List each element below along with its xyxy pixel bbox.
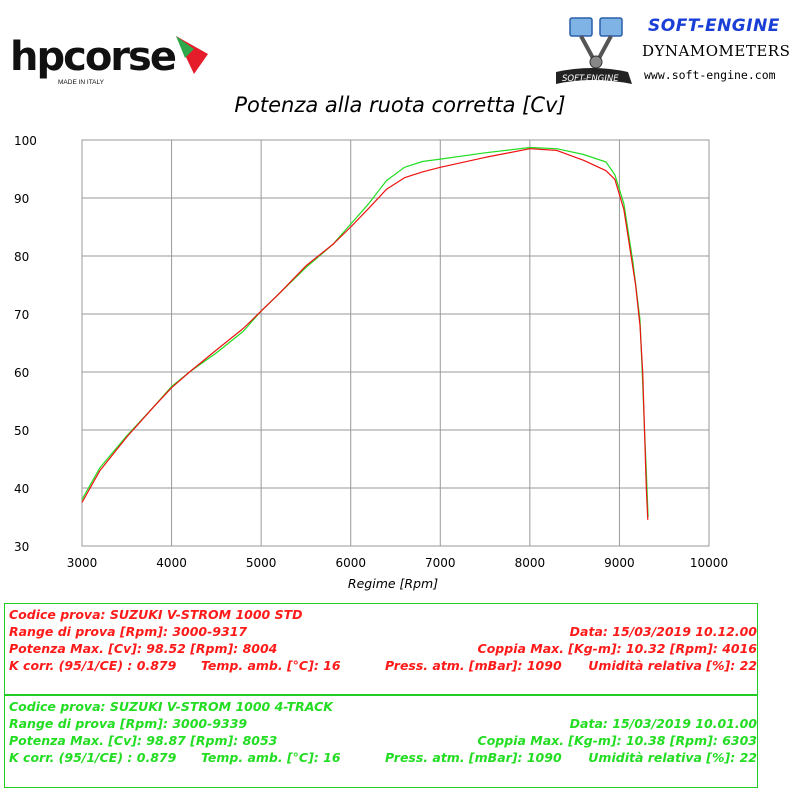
hpcorse-logo: hpcorse MADE IN ITALY bbox=[10, 34, 208, 86]
test-info-2: Codice prova: SUZUKI V-STROM 1000 4-TRAC… bbox=[4, 695, 758, 788]
brand-url: www.soft-engine.com bbox=[644, 68, 776, 82]
test-max-power: Potenza Max. [Cv]: 98.87 [Rpm]: 8053 bbox=[9, 733, 278, 748]
x-tick-label: 4000 bbox=[156, 556, 187, 570]
info-row: Range di prova [Rpm]: 3000-9339 Data: 15… bbox=[5, 716, 757, 733]
test-date: Data: 15/03/2019 10.12.00 bbox=[569, 624, 757, 639]
series-line-red bbox=[81, 148, 649, 520]
x-tick-label: 7000 bbox=[425, 556, 456, 570]
info-row: Codice prova: SUZUKI V-STROM 1000 4-TRAC… bbox=[5, 699, 757, 716]
series bbox=[81, 146, 649, 520]
test-code: Codice prova: SUZUKI V-STROM 1000 4-TRAC… bbox=[9, 699, 333, 714]
x-tick-label: 6000 bbox=[335, 556, 366, 570]
swoosh-icon bbox=[556, 68, 632, 84]
x-tick-label: 3000 bbox=[67, 556, 98, 570]
test-k-corr: K corr. (95/1/CE) : 0.879 bbox=[9, 750, 177, 765]
soft-engine-logo-text: SOFT-ENGINE bbox=[562, 74, 619, 84]
info-row: Potenza Max. [Cv]: 98.87 [Rpm]: 8053 Cop… bbox=[5, 733, 757, 750]
info-row: Potenza Max. [Cv]: 98.52 [Rpm]: 8004 Cop… bbox=[5, 641, 757, 658]
x-tick-labels: 3000 4000 5000 6000 7000 8000 9000 10000 bbox=[67, 556, 728, 570]
soft-engine-logo: SOFT-ENGINE bbox=[556, 17, 632, 84]
piston-icon bbox=[569, 17, 623, 69]
y-tick-label: 100 bbox=[14, 134, 37, 148]
y-tick-label: 50 bbox=[14, 424, 29, 438]
hpcorse-logo-text: hpcorse bbox=[10, 34, 176, 80]
info-row: Codice prova: SUZUKI V-STROM 1000 STD bbox=[5, 607, 757, 624]
info-row: K corr. (95/1/CE) : 0.879 Temp. amb. [°C… bbox=[5, 658, 757, 675]
test-max-torque: Coppia Max. [Kg-m]: 10.32 [Rpm]: 4016 bbox=[477, 641, 757, 656]
test-max-torque: Coppia Max. [Kg-m]: 10.38 [Rpm]: 6303 bbox=[477, 733, 757, 748]
test-temperature: Temp. amb. [°C]: 16 bbox=[201, 750, 341, 765]
test-code: Codice prova: SUZUKI V-STROM 1000 STD bbox=[9, 607, 303, 622]
test-max-power: Potenza Max. [Cv]: 98.52 [Rpm]: 8004 bbox=[9, 641, 278, 656]
y-tick-label: 60 bbox=[14, 366, 29, 380]
grid bbox=[81, 139, 710, 547]
y-tick-label: 80 bbox=[14, 250, 29, 264]
brand-subtitle: DYNAMOMETERS bbox=[642, 42, 791, 60]
series-line-green bbox=[81, 146, 649, 518]
brand-title: SOFT-ENGINE bbox=[648, 16, 780, 36]
info-row: Range di prova [Rpm]: 3000-9317 Data: 15… bbox=[5, 624, 757, 641]
test-pressure: Press. atm. [mBar]: 1090 bbox=[385, 750, 562, 765]
y-tick-label: 30 bbox=[14, 540, 29, 554]
y-tick-label: 90 bbox=[14, 192, 29, 206]
info-row: K corr. (95/1/CE) : 0.879 Temp. amb. [°C… bbox=[5, 750, 757, 767]
test-humidity: Umidità relativa [%]: 22 bbox=[588, 658, 757, 673]
test-k-corr: K corr. (95/1/CE) : 0.879 bbox=[9, 658, 177, 673]
y-tick-label: 70 bbox=[14, 308, 29, 322]
y-tick-label: 40 bbox=[14, 482, 29, 496]
x-tick-label: 5000 bbox=[246, 556, 277, 570]
flag-green-icon bbox=[176, 36, 194, 58]
test-temperature: Temp. amb. [°C]: 16 bbox=[201, 658, 341, 673]
test-range: Range di prova [Rpm]: 3000-9339 bbox=[9, 716, 248, 731]
y-tick-labels: 30 40 50 60 70 80 90 100 bbox=[14, 134, 37, 554]
test-range: Range di prova [Rpm]: 3000-9317 bbox=[9, 624, 248, 639]
test-pressure: Press. atm. [mBar]: 1090 bbox=[385, 658, 562, 673]
x-tick-label: 9000 bbox=[604, 556, 635, 570]
x-tick-label: 10000 bbox=[690, 556, 728, 570]
test-info-1: Codice prova: SUZUKI V-STROM 1000 STD Ra… bbox=[4, 603, 758, 695]
x-tick-label: 8000 bbox=[515, 556, 546, 570]
test-humidity: Umidità relativa [%]: 22 bbox=[588, 750, 757, 765]
hpcorse-tagline: MADE IN ITALY bbox=[58, 79, 105, 86]
test-date: Data: 15/03/2019 10.01.00 bbox=[569, 716, 757, 731]
plot-frame bbox=[81, 139, 710, 547]
x-axis-label: Regime [Rpm] bbox=[348, 576, 438, 591]
chart-title: Potenza alla ruota corretta [Cv] bbox=[234, 93, 566, 117]
